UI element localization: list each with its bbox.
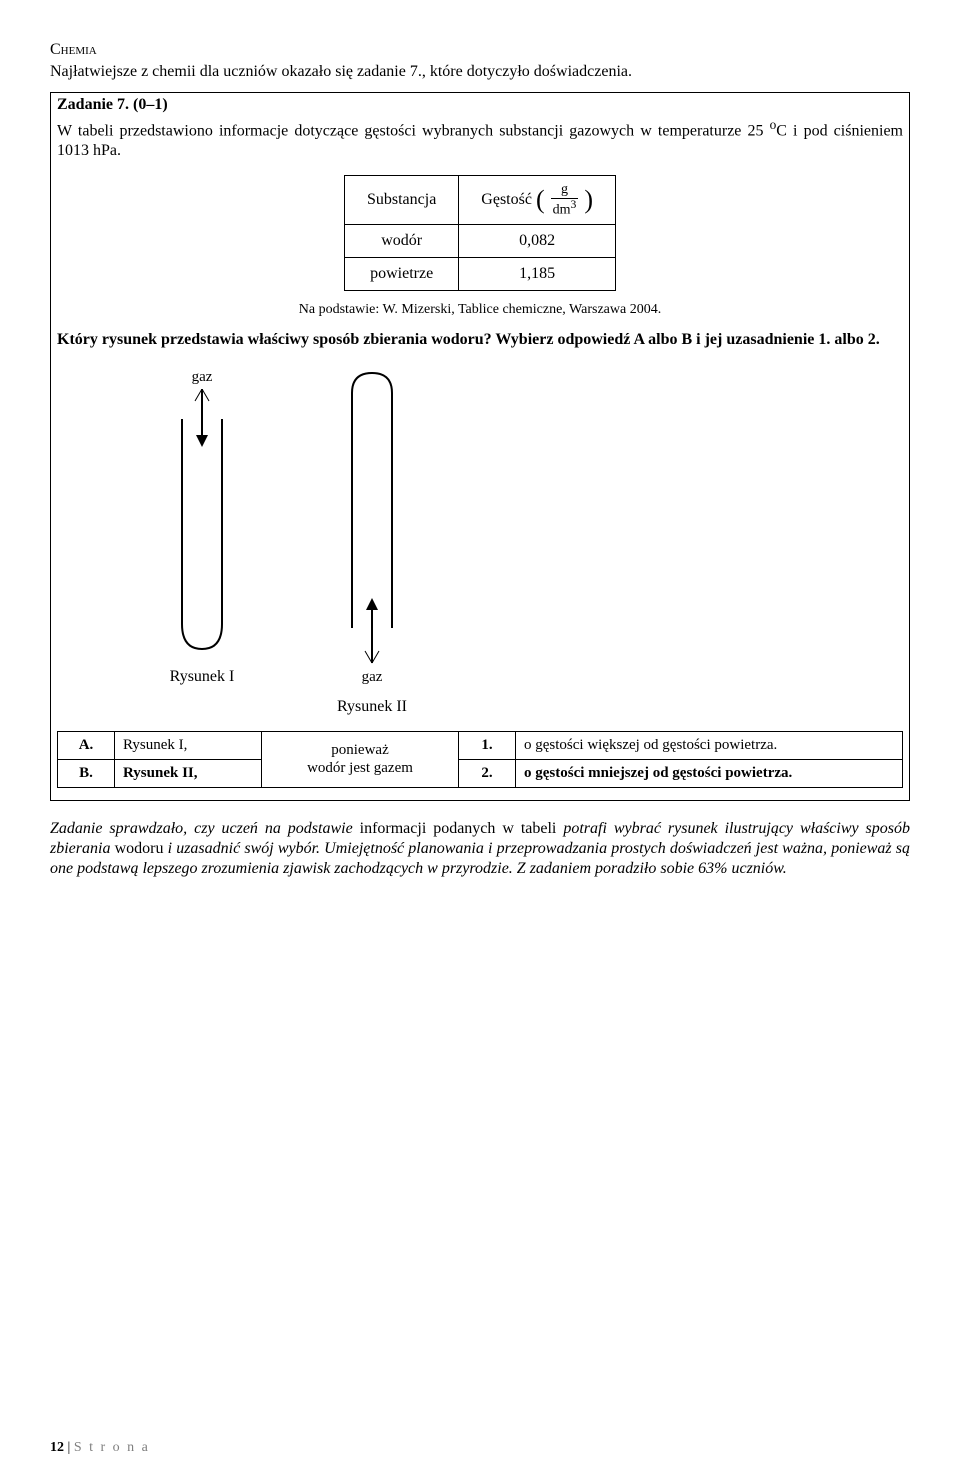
intro-text: Najłatwiejsze z chemii dla uczniów okaza… [50, 62, 910, 82]
row2-value: 1,185 [459, 257, 616, 290]
question-text: Który rysunek przedstawia właściwy sposó… [57, 330, 903, 350]
density-word: Gęstość [481, 190, 532, 210]
task-label: Zadanie 7. (0–1) [57, 95, 903, 115]
row1-name: wodór [344, 224, 458, 257]
figure-1: gaz Rysunek I [157, 368, 247, 717]
source-line: Na podstawie: W. Mizerski, Tablice chemi… [57, 301, 903, 319]
subject-header: Chemia [50, 40, 910, 60]
task-body-a: W tabeli przedstawiono informacje dotycz… [57, 122, 770, 139]
page-footer: 12 | S t r o n a [50, 1439, 150, 1457]
exp-a: Zadanie sprawdzało, czy uczeń na podstaw… [50, 820, 360, 837]
exp-e: wodoru [115, 840, 168, 857]
reason-line1: ponieważ [270, 741, 450, 760]
ans-a-name: Rysunek I, [115, 732, 262, 760]
figure1-label: Rysunek I [170, 667, 235, 687]
gas-label-2: gaz [362, 668, 383, 687]
reason-line2: wodór jest gazem [270, 759, 450, 778]
page-word: S t r o n a [74, 1440, 150, 1455]
density-unit-fraction: g dm3 [549, 182, 581, 217]
exp-f: i uzasadnić swój wybór. Umiejętność plan… [50, 840, 910, 877]
ans-b-letter: B. [58, 759, 115, 787]
row1-value: 0,082 [459, 224, 616, 257]
row2-name: powietrze [344, 257, 458, 290]
col-density: Gęstość ( g dm3 ) [459, 176, 616, 224]
unit-den: dm [553, 202, 571, 217]
gas-label-1: gaz [192, 368, 213, 387]
exp-b: informacji podanych w tabeli [360, 820, 564, 837]
footer-sep: | [64, 1440, 74, 1455]
ans-1-text: o gęstości większej od gęstości powietrz… [516, 732, 903, 760]
unit-num: g [551, 182, 579, 198]
ans-2-num: 2. [459, 759, 516, 787]
exp-c: potrafi [563, 820, 614, 837]
ans-a-letter: A. [58, 732, 115, 760]
figure-2: gaz Rysunek II [327, 368, 417, 717]
task-box: Zadanie 7. (0–1) W tabeli przedstawiono … [50, 92, 910, 801]
ans-reason: ponieważ wodór jest gazem [262, 732, 459, 788]
tube-inverted-icon [327, 368, 417, 668]
page-number: 12 [50, 1440, 64, 1455]
ans-b-name: Rysunek II, [115, 759, 262, 787]
ans-2-text: o gęstości mniejszej od gęstości powietr… [516, 759, 903, 787]
density-table: Substancja Gęstość ( g dm3 ) wodór 0,082… [344, 175, 616, 290]
figure2-label: Rysunek II [337, 697, 407, 717]
col-substance: Substancja [344, 176, 458, 224]
tube-open-icon [157, 389, 247, 659]
ans-1-num: 1. [459, 732, 516, 760]
task-body: W tabeli przedstawiono informacje dotycz… [57, 117, 903, 161]
answer-table: A. Rysunek I, ponieważ wodór jest gazem … [57, 731, 903, 788]
unit-den-sup: 3 [571, 198, 577, 211]
explanation: Zadanie sprawdzało, czy uczeń na podstaw… [50, 819, 910, 879]
